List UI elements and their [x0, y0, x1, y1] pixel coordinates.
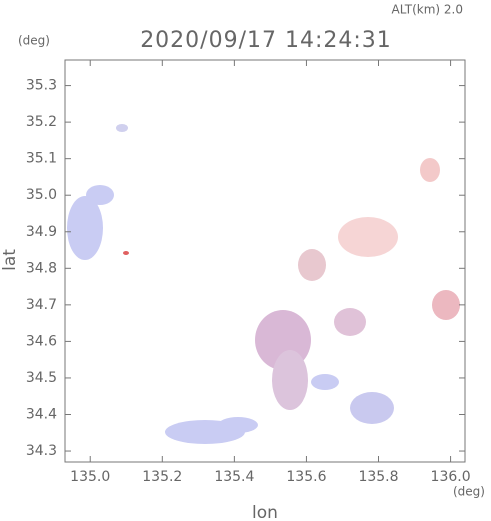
y-tick-label: 35.2: [26, 114, 57, 130]
y-tick-label: 35.0: [26, 187, 57, 203]
y-tick-label: 34.6: [26, 333, 57, 349]
y-unit: (deg): [18, 34, 50, 48]
x-tick-label: 136.0: [431, 469, 471, 485]
y-tick-label: 34.7: [26, 297, 57, 313]
y-tick-label: 34.8: [26, 260, 57, 276]
y-tick-label: 34.4: [26, 406, 57, 422]
y-tick-label: 34.9: [26, 224, 57, 240]
x-tick-label: 135.2: [142, 469, 182, 485]
x-axis-label: lon: [252, 503, 278, 521]
y-axis-label: lat: [0, 249, 20, 271]
x-tick-label: 135.4: [214, 469, 254, 485]
y-tick-label: 34.5: [26, 370, 57, 386]
chart-title: 2020/09/17 14:24:31: [140, 28, 392, 53]
x-unit: (deg): [453, 485, 485, 499]
y-tick-label: 35.1: [26, 151, 57, 167]
x-tick-label: 135.0: [70, 469, 110, 485]
y-tick-label: 34.3: [26, 443, 57, 459]
x-tick-label: 135.6: [286, 469, 326, 485]
y-tick-label: 35.3: [26, 78, 57, 94]
altitude-label: ALT(km) 2.0: [392, 3, 463, 17]
plot-frame: [64, 59, 466, 463]
echo-field: [67, 124, 460, 444]
x-tick-label: 135.8: [358, 469, 398, 485]
